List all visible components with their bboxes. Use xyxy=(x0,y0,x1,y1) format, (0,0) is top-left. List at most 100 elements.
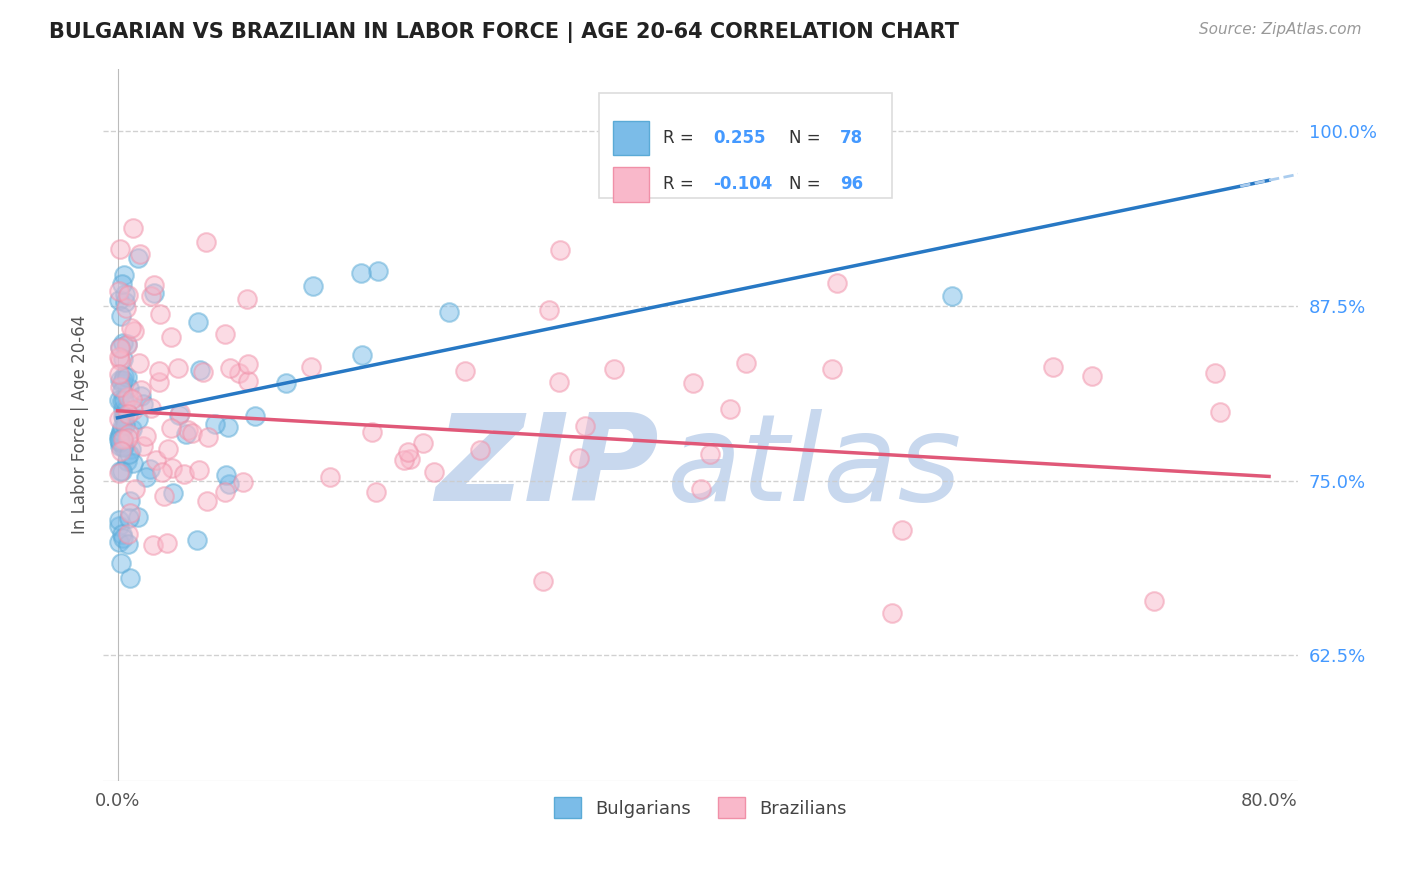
Point xyxy=(538,302,561,317)
Point xyxy=(150,465,173,479)
Point xyxy=(121,421,143,435)
Point xyxy=(110,464,132,478)
Point xyxy=(880,607,903,621)
Point xyxy=(112,410,135,425)
Point xyxy=(195,235,218,249)
Point xyxy=(399,451,422,466)
Point xyxy=(187,463,209,477)
Point xyxy=(245,409,267,423)
Point xyxy=(108,464,131,478)
Point xyxy=(548,243,571,257)
Point xyxy=(117,288,139,302)
Point xyxy=(112,373,135,387)
Point xyxy=(1042,359,1064,374)
Point xyxy=(718,401,741,416)
Point xyxy=(114,417,136,432)
Point xyxy=(112,335,135,350)
Point xyxy=(108,430,131,444)
Point xyxy=(217,419,239,434)
Point xyxy=(111,277,134,291)
Point xyxy=(142,538,165,552)
Point xyxy=(120,494,142,508)
Point xyxy=(156,442,179,456)
Point xyxy=(135,428,157,442)
Point xyxy=(111,409,134,423)
Point xyxy=(143,286,166,301)
Point xyxy=(352,348,374,362)
Point xyxy=(232,475,254,490)
Point xyxy=(108,380,131,394)
Point xyxy=(108,466,131,480)
Text: Source: ZipAtlas.com: Source: ZipAtlas.com xyxy=(1198,22,1361,37)
Point xyxy=(112,410,135,425)
Point xyxy=(603,362,626,376)
Point xyxy=(218,360,240,375)
Point xyxy=(118,447,141,461)
Point xyxy=(238,374,260,388)
Point xyxy=(127,510,149,524)
Point xyxy=(120,506,142,520)
Point xyxy=(568,450,591,465)
Point xyxy=(110,428,132,442)
Point xyxy=(547,375,569,389)
Point xyxy=(186,533,208,547)
Point xyxy=(108,514,131,528)
Point xyxy=(169,406,191,420)
Point xyxy=(423,465,446,479)
Point xyxy=(128,356,150,370)
Point xyxy=(120,321,142,335)
Point xyxy=(108,353,131,368)
Point xyxy=(118,571,141,585)
Point xyxy=(159,421,181,435)
Point xyxy=(1204,366,1226,380)
Point xyxy=(162,485,184,500)
Point xyxy=(108,367,131,381)
Point xyxy=(149,306,172,320)
Point xyxy=(115,403,138,417)
Point xyxy=(111,351,134,366)
Point xyxy=(117,454,139,468)
Point xyxy=(1143,594,1166,608)
Point xyxy=(124,483,146,497)
Point xyxy=(108,284,131,298)
Point xyxy=(366,485,388,500)
Point xyxy=(117,390,139,404)
Point xyxy=(108,439,131,453)
Point xyxy=(574,419,596,434)
Point xyxy=(118,426,141,441)
Point xyxy=(118,510,141,524)
Point xyxy=(111,376,134,390)
Point xyxy=(412,435,434,450)
Point xyxy=(236,292,259,306)
Point xyxy=(108,350,131,364)
Point xyxy=(111,394,134,409)
Point xyxy=(111,531,134,545)
Point xyxy=(204,417,226,431)
Point xyxy=(228,366,250,380)
Text: 96: 96 xyxy=(841,176,863,194)
Legend: Bulgarians, Brazilians: Bulgarians, Brazilians xyxy=(547,790,855,825)
Point xyxy=(156,536,179,550)
Text: R =: R = xyxy=(664,129,699,147)
Point xyxy=(111,384,134,399)
Point xyxy=(108,412,131,426)
Point xyxy=(145,453,167,467)
Point xyxy=(361,425,384,440)
Point xyxy=(117,536,139,550)
Point xyxy=(299,360,322,375)
Point xyxy=(214,485,236,500)
Point xyxy=(112,439,135,453)
Text: BULGARIAN VS BRAZILIAN IN LABOR FORCE | AGE 20-64 CORRELATION CHART: BULGARIAN VS BRAZILIAN IN LABOR FORCE | … xyxy=(49,22,959,44)
Point xyxy=(139,401,162,416)
Point xyxy=(735,356,758,370)
Point xyxy=(117,431,139,445)
Point xyxy=(108,341,131,355)
Point xyxy=(437,305,460,319)
Point xyxy=(112,392,135,407)
Point xyxy=(122,456,145,470)
Point xyxy=(160,461,183,475)
Point xyxy=(141,288,163,302)
Text: ZIP: ZIP xyxy=(434,409,658,526)
Point xyxy=(110,309,132,323)
Point xyxy=(111,433,134,447)
